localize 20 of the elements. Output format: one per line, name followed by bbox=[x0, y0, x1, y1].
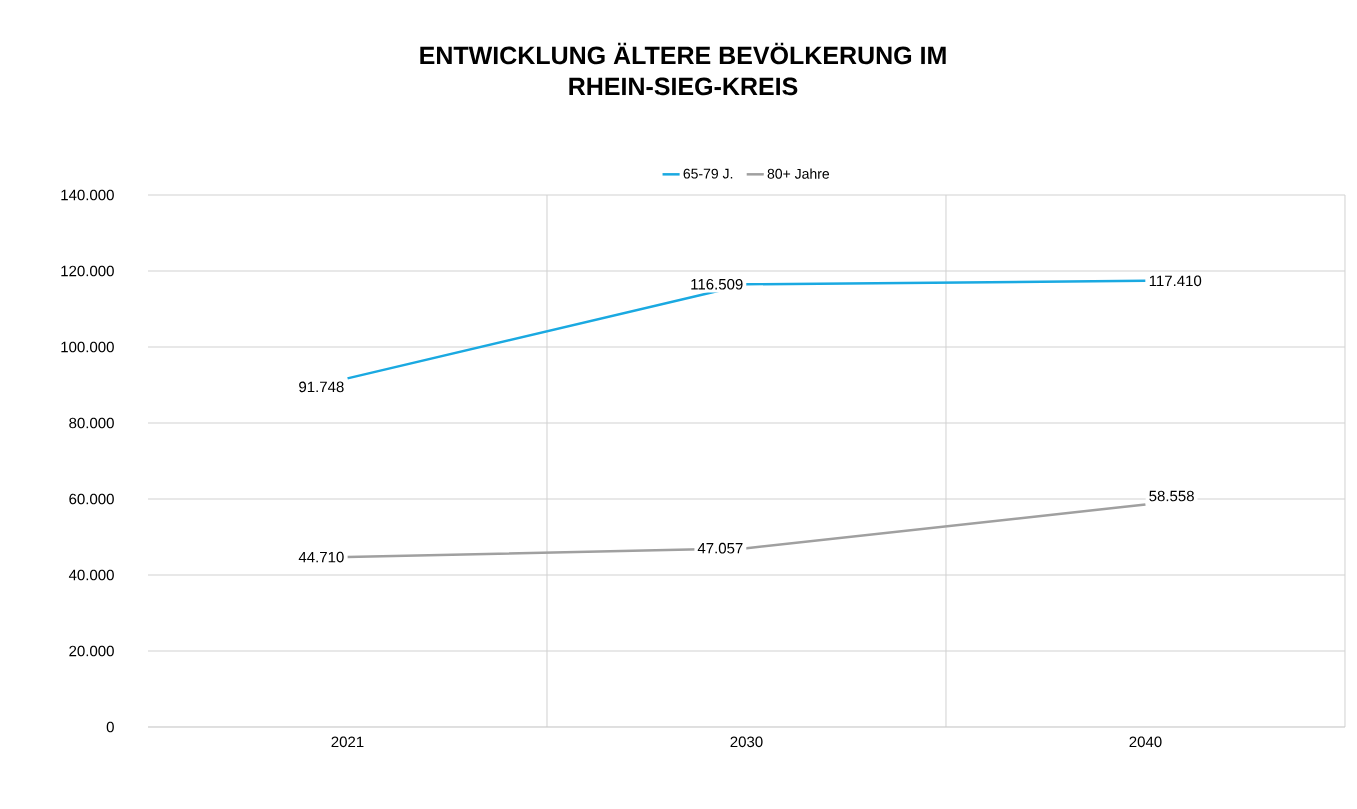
chart-title: ENTWICKLUNG ÄLTERE BEVÖLKERUNG IM RHEIN-SIEG-KREIS bbox=[420, 42, 946, 96]
data-label: 117.410 bbox=[1149, 275, 1202, 287]
y-tick-label: 0 bbox=[106, 721, 114, 733]
legend-label: 80+ Jahre bbox=[767, 168, 830, 179]
data-label: 58.558 bbox=[1149, 490, 1194, 502]
y-tick-label: 40.000 bbox=[68, 569, 114, 581]
y-tick-label: 120.000 bbox=[61, 265, 114, 277]
data-label: 47.057 bbox=[697, 542, 743, 554]
data-label: 116.509 bbox=[691, 278, 743, 290]
y-tick-label: 140.000 bbox=[61, 189, 114, 201]
x-tick-label: 2021 bbox=[331, 736, 364, 748]
x-tick-label: 2040 bbox=[1129, 736, 1162, 748]
data-label: 91.748 bbox=[299, 381, 344, 393]
y-tick-label: 80.000 bbox=[69, 417, 114, 429]
y-tick-label: 20.000 bbox=[69, 645, 114, 657]
x-tick-label: 2030 bbox=[730, 736, 763, 748]
y-tick-label: 100.000 bbox=[61, 341, 114, 353]
legend-label: 65-79 J. bbox=[683, 168, 733, 179]
y-tick-label: 60.000 bbox=[69, 493, 114, 505]
data-label: 44.710 bbox=[298, 551, 344, 563]
